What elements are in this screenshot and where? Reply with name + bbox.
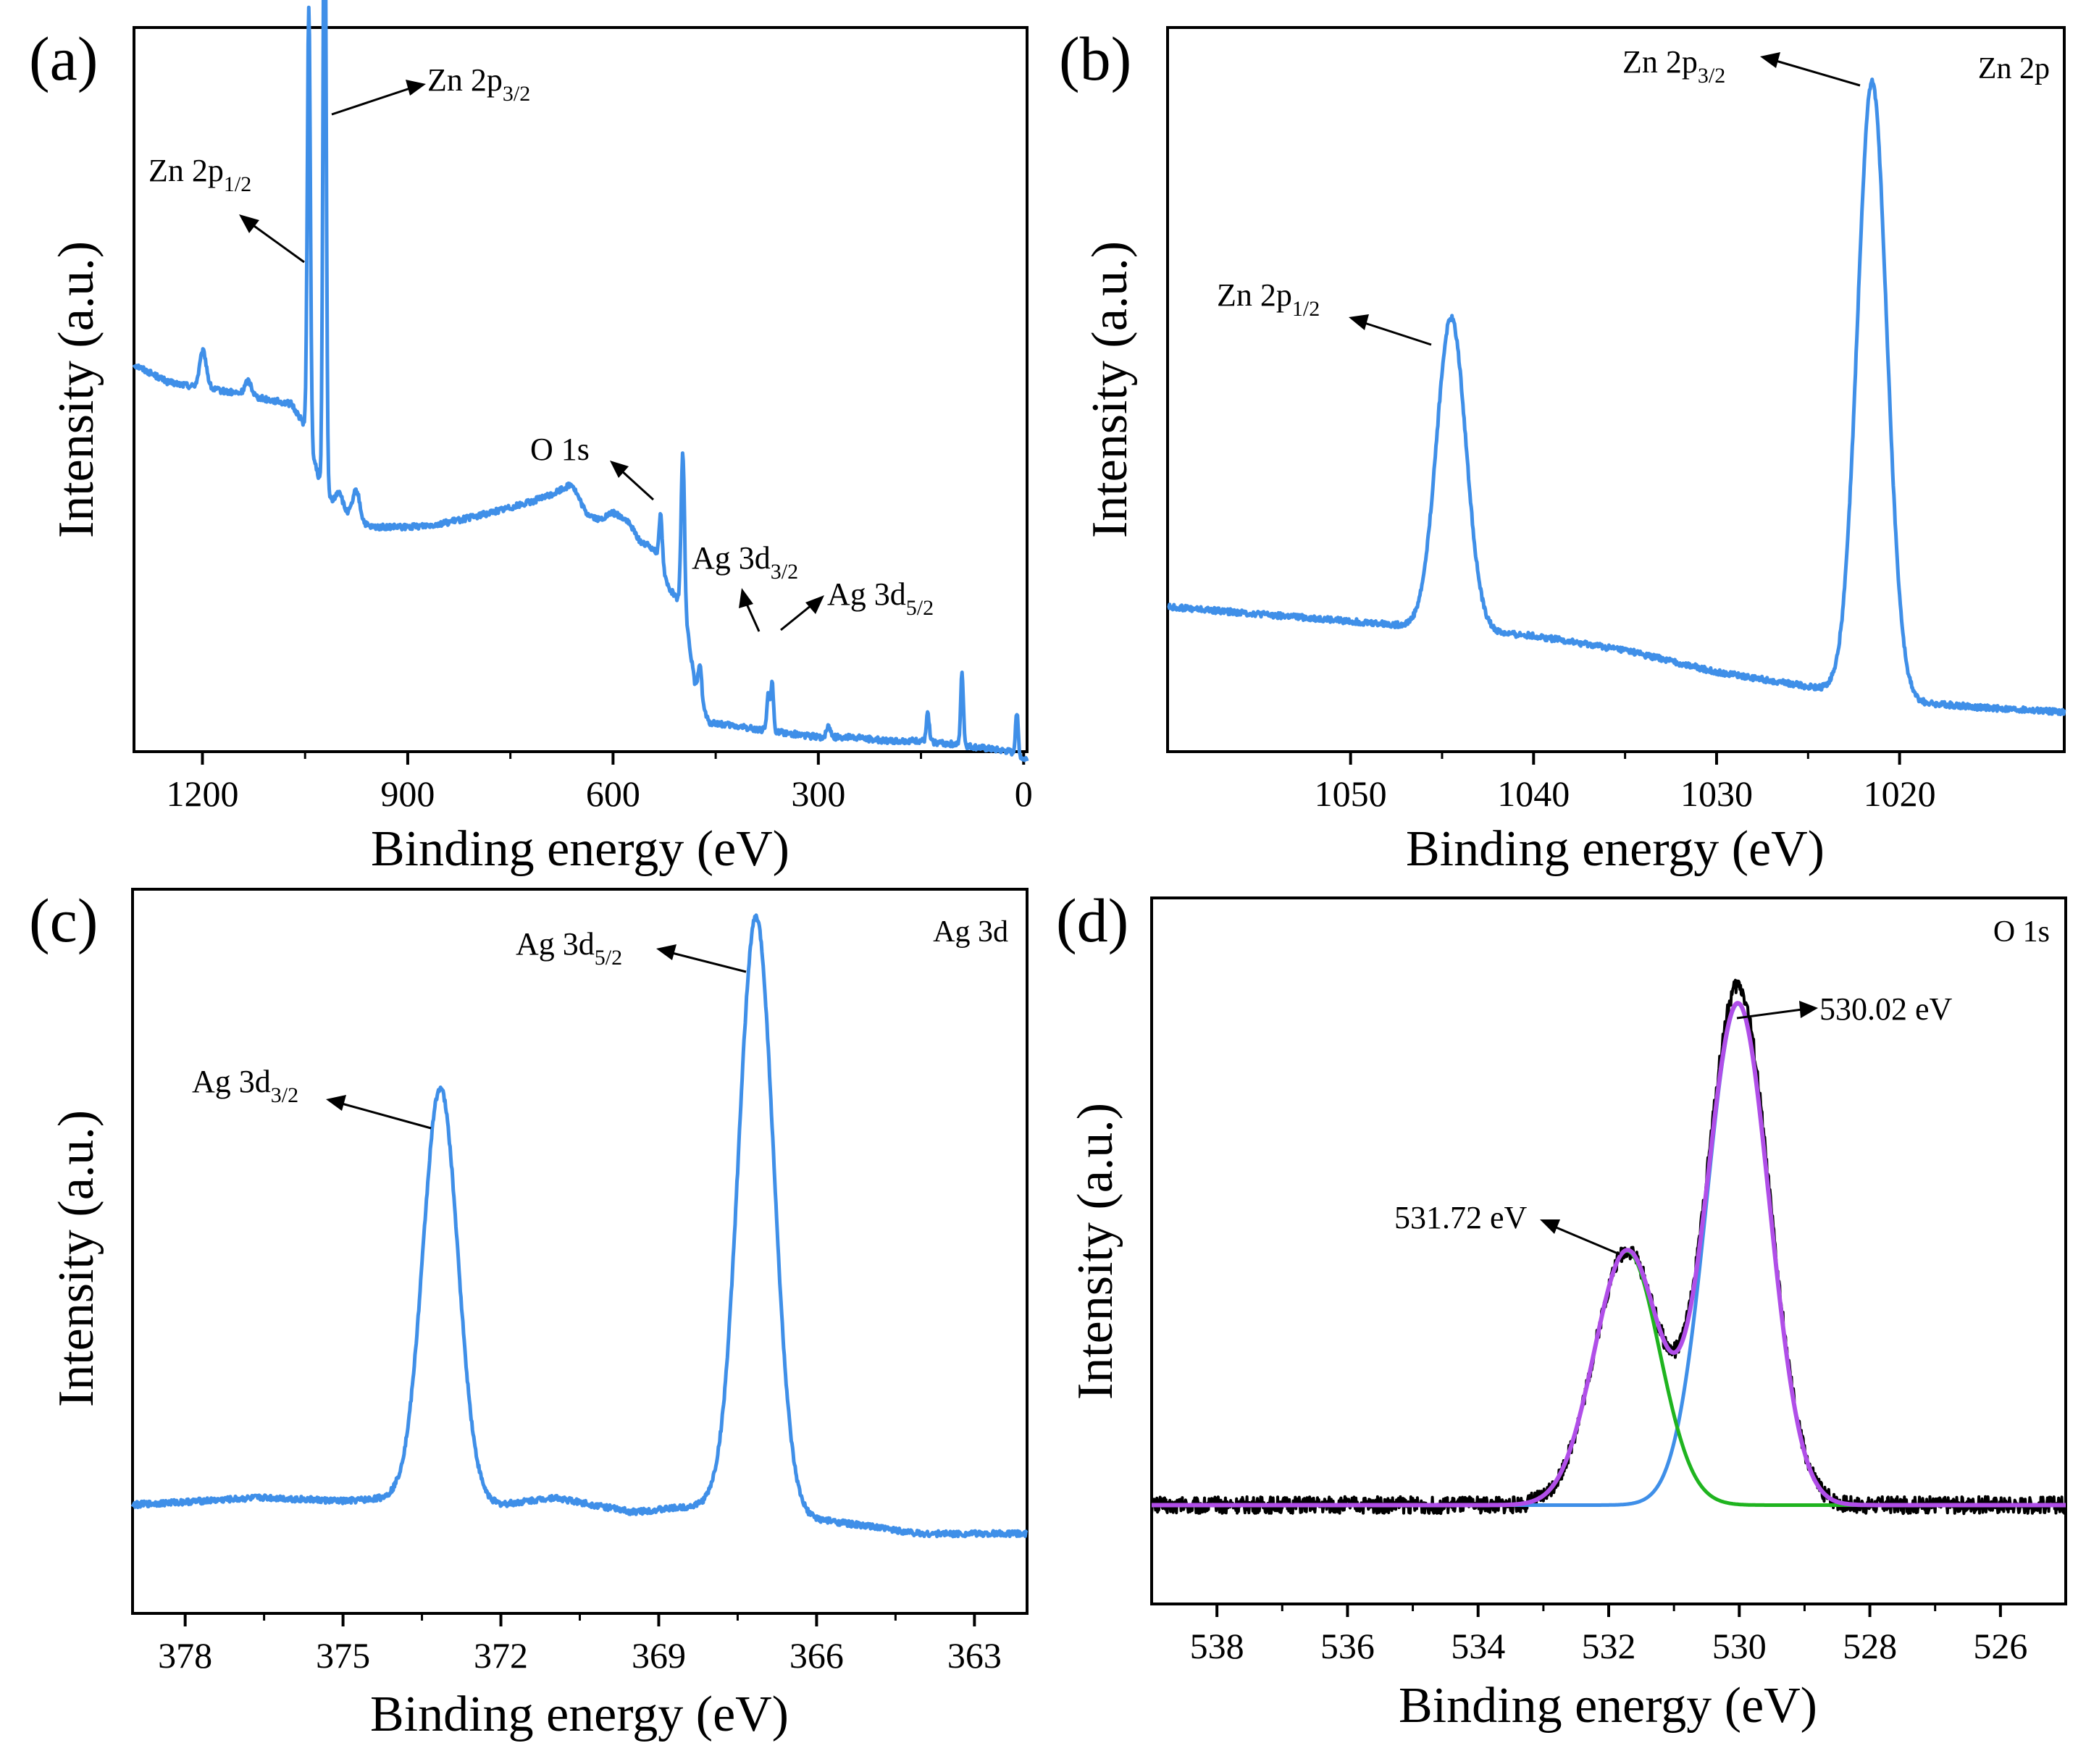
- svg-text:531.72 eV: 531.72 eV: [1394, 1200, 1528, 1235]
- panel-c-x-ticks: 378 375 372 369 366 363: [158, 1613, 1002, 1676]
- x-tick-label: 372: [474, 1635, 528, 1676]
- x-tick-label: 528: [1843, 1626, 1897, 1666]
- x-tick-label: 530: [1712, 1626, 1767, 1666]
- svg-text:Ag 3d5/2: Ag 3d5/2: [827, 576, 934, 620]
- panel-c-annotation-ag3d52: Ag 3d5/2: [516, 926, 747, 973]
- x-tick-label: 1040: [1497, 773, 1570, 814]
- panel-b-x-axis-title: Binding energy (eV): [1406, 821, 1825, 877]
- panel-a-annotation-o1s: O 1s: [530, 432, 655, 501]
- panel-b-y-axis-title: Intensity (a.u.): [1082, 241, 1138, 538]
- x-tick-label: 1020: [1864, 773, 1936, 814]
- x-tick-label: 536: [1320, 1626, 1375, 1666]
- x-tick-label: 900: [380, 773, 435, 814]
- panel-d-corner-label: O 1s: [1993, 915, 2050, 949]
- panel-a-annotation-zn2p12: Zn 2p1/2: [148, 153, 305, 264]
- svg-text:Ag 3d5/2: Ag 3d5/2: [516, 926, 622, 970]
- panel-b-corner-label: Zn 2p: [1978, 52, 2050, 85]
- panel-d-label: (d): [1056, 886, 1128, 955]
- panel-b-zn2p-line: [1166, 77, 2066, 716]
- panel-b-annotation-zn2p12: Zn 2p1/2: [1217, 277, 1432, 346]
- annot-text: Zn 2p: [427, 62, 503, 98]
- panel-d: (d) O 1s 538 536 534 532 530 528 526 Binding e…: [1056, 886, 2067, 1734]
- panel-a-y-axis-title: Intensity (a.u.): [49, 241, 104, 538]
- panel-a-annotation-ag3d52: Ag 3d5/2: [780, 576, 934, 631]
- panel-c-x-axis-title: Binding energy (eV): [370, 1687, 789, 1742]
- x-tick-label: 378: [158, 1635, 212, 1676]
- x-tick-label: 1200: [166, 773, 238, 814]
- x-tick-label: 300: [791, 773, 845, 814]
- svg-text:Zn 2p1/2: Zn 2p1/2: [148, 153, 251, 196]
- x-tick-label: 366: [789, 1635, 844, 1676]
- panel-a-x-ticks: 1200 900 600 300 0: [166, 752, 1033, 814]
- panel-c-ag3d-line: [130, 913, 1029, 1539]
- x-tick-label: 534: [1451, 1626, 1505, 1666]
- panel-d-annotation-531: 531.72 eV: [1394, 1200, 1620, 1256]
- x-tick-label: 538: [1190, 1626, 1244, 1666]
- svg-text:Zn 2p3/2: Zn 2p3/2: [427, 62, 530, 106]
- svg-text:Ag 3d3/2: Ag 3d3/2: [192, 1064, 298, 1107]
- panel-b-annotation-zn2p32: Zn 2p3/2: [1622, 44, 1861, 88]
- annot-sub: 3/2: [503, 82, 530, 106]
- panel-c-annotation-ag3d32: Ag 3d3/2: [192, 1064, 432, 1130]
- panel-c-label: (c): [29, 886, 98, 955]
- panel-d-annotation-530: 530.02 eV: [1736, 991, 1953, 1027]
- x-tick-label: 532: [1582, 1626, 1636, 1666]
- panel-d-raw-data-line: [1150, 978, 2067, 1516]
- x-tick-label: 369: [632, 1635, 686, 1676]
- svg-text:Ag 3d3/2: Ag 3d3/2: [692, 540, 798, 584]
- panel-a: (a) 1200 900 600 300 0 Binding energy (eV) I…: [29, 0, 1033, 877]
- panel-a-label: (a): [29, 24, 98, 93]
- x-tick-label: 1030: [1680, 773, 1753, 814]
- panel-b-frame: [1166, 26, 2066, 753]
- panel-a-survey-line: [132, 0, 1029, 763]
- panel-b: (b) Zn 2p 1050 1040 1030 1020 Binding energ…: [1059, 24, 2066, 877]
- panel-a-annotation-zn2p32: Zn 2p3/2: [331, 62, 530, 116]
- panel-b-x-ticks: 1050 1040 1030 1020: [1315, 752, 1936, 814]
- svg-text:Zn 2p1/2: Zn 2p1/2: [1217, 277, 1320, 321]
- x-tick-label: 600: [586, 773, 640, 814]
- panel-a-x-axis-title: Binding energy (eV): [371, 821, 789, 877]
- svg-text:530.02 eV: 530.02 eV: [1819, 991, 1953, 1027]
- panel-a-frame: [133, 26, 1029, 753]
- panel-d-y-axis-title: Intensity (a.u.): [1068, 1103, 1123, 1400]
- panel-d-x-ticks: 538 536 534 532 530 528 526: [1190, 1604, 2027, 1666]
- panel-d-envelope-line: [1152, 1001, 2066, 1508]
- panel-b-label: (b): [1059, 24, 1131, 93]
- panel-c-corner-label: Ag 3d: [933, 915, 1008, 949]
- panel-c-y-axis-title: Intensity (a.u.): [49, 1110, 104, 1407]
- x-tick-label: 375: [316, 1635, 370, 1676]
- x-tick-label: 363: [947, 1635, 1002, 1676]
- svg-text:Zn 2p3/2: Zn 2p3/2: [1622, 44, 1725, 88]
- svg-text:O 1s: O 1s: [530, 432, 590, 467]
- panel-d-component-530-line: [1152, 1001, 2066, 1507]
- x-tick-label: 526: [1973, 1626, 2027, 1666]
- panel-d-x-axis-title: Binding energy (eV): [1399, 1678, 1817, 1734]
- x-tick-label: 1050: [1315, 773, 1387, 814]
- panel-a-annotation-ag3d32: Ag 3d3/2: [692, 540, 798, 632]
- x-tick-label: 0: [1015, 773, 1033, 814]
- panel-c: (c) Ag 3d 378 375 372 369 366 363 Binding ene…: [29, 886, 1029, 1742]
